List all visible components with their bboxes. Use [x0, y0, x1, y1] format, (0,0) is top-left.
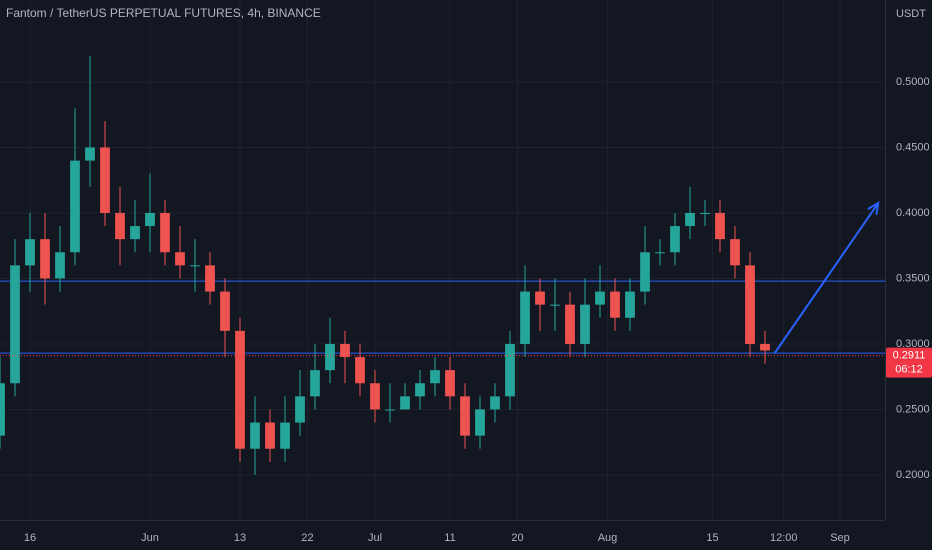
x-tick-label: 22: [301, 532, 313, 544]
candle-body: [730, 239, 740, 266]
candle-body: [10, 265, 20, 384]
candle-body: [55, 252, 65, 279]
candle-body: [595, 291, 605, 305]
candle-body: [430, 370, 440, 384]
candle-body: [370, 383, 380, 410]
candle-body: [670, 226, 680, 253]
candle-body: [190, 265, 200, 267]
candle-body: [760, 343, 770, 351]
candle-body: [0, 383, 5, 436]
candle-body: [385, 409, 395, 411]
y-tick-label: 0.3000: [896, 338, 930, 350]
candle-body: [265, 422, 275, 449]
candle-body: [580, 304, 590, 344]
x-tick-label: 15: [706, 532, 718, 544]
candle-body: [490, 396, 500, 410]
candle-body: [70, 160, 80, 253]
candle-body: [205, 265, 215, 292]
candle-body: [520, 291, 530, 344]
candle-body: [310, 370, 320, 397]
price-tag-value: 0.2911: [893, 350, 926, 362]
candle-body: [280, 422, 290, 449]
candle-body: [220, 291, 230, 331]
candle-body: [415, 383, 425, 397]
candle-body: [565, 304, 575, 344]
x-tick-label: Jun: [141, 532, 159, 544]
candle-body: [355, 357, 365, 384]
y-tick-label: 0.2000: [896, 469, 930, 481]
y-tick-label: 0.5000: [896, 76, 930, 88]
candle-body: [445, 370, 455, 397]
y-axis-label: USDT: [896, 8, 926, 20]
candle-body: [130, 226, 140, 240]
candle-body: [115, 212, 125, 240]
x-tick-label: 13: [234, 532, 246, 544]
arrow-line: [773, 202, 880, 354]
x-tick-label: 16: [24, 532, 36, 544]
chart-title: Fantom / TetherUS PERPETUAL FUTURES, 4h,…: [6, 6, 321, 20]
candle-body: [745, 265, 755, 344]
candle-body: [145, 212, 155, 227]
candle-body: [85, 147, 95, 161]
x-tick-label: Aug: [598, 532, 618, 544]
candle-body: [715, 212, 725, 240]
candle-body: [625, 291, 635, 318]
x-tick-label: Jul: [368, 532, 382, 544]
candle-body: [685, 212, 695, 227]
candle-body: [400, 396, 410, 410]
candle-body: [505, 343, 515, 397]
price-tag: [886, 347, 932, 378]
candle-body: [325, 343, 335, 371]
candle-body: [340, 343, 350, 358]
candle-body: [655, 252, 665, 254]
x-tick-label: 20: [511, 532, 523, 544]
arrow-head: [867, 201, 880, 216]
y-tick-label: 0.4000: [896, 207, 930, 219]
x-tick-label: 12:00: [770, 532, 798, 544]
candle-body: [535, 291, 545, 305]
x-tick-label: 11: [444, 532, 455, 544]
candle-body: [460, 396, 470, 436]
candle-body: [640, 252, 650, 292]
candle-body: [100, 147, 110, 213]
x-tick-label: Sep: [830, 532, 850, 544]
candle-body: [235, 330, 245, 449]
y-tick-label: 0.3500: [896, 272, 930, 284]
candle-body: [550, 304, 560, 306]
candle-body: [25, 239, 35, 266]
candle-body: [700, 212, 710, 214]
candle-body: [175, 252, 185, 266]
candle-body: [610, 291, 620, 318]
candle-body: [475, 409, 485, 436]
y-tick-label: 0.4500: [896, 141, 930, 153]
candle-body: [250, 422, 260, 449]
candle-body: [160, 212, 170, 253]
candle-body: [295, 396, 305, 423]
y-tick-label: 0.2500: [896, 403, 930, 415]
price-tag-countdown: 06:12: [895, 364, 923, 376]
candle-body: [40, 239, 50, 279]
